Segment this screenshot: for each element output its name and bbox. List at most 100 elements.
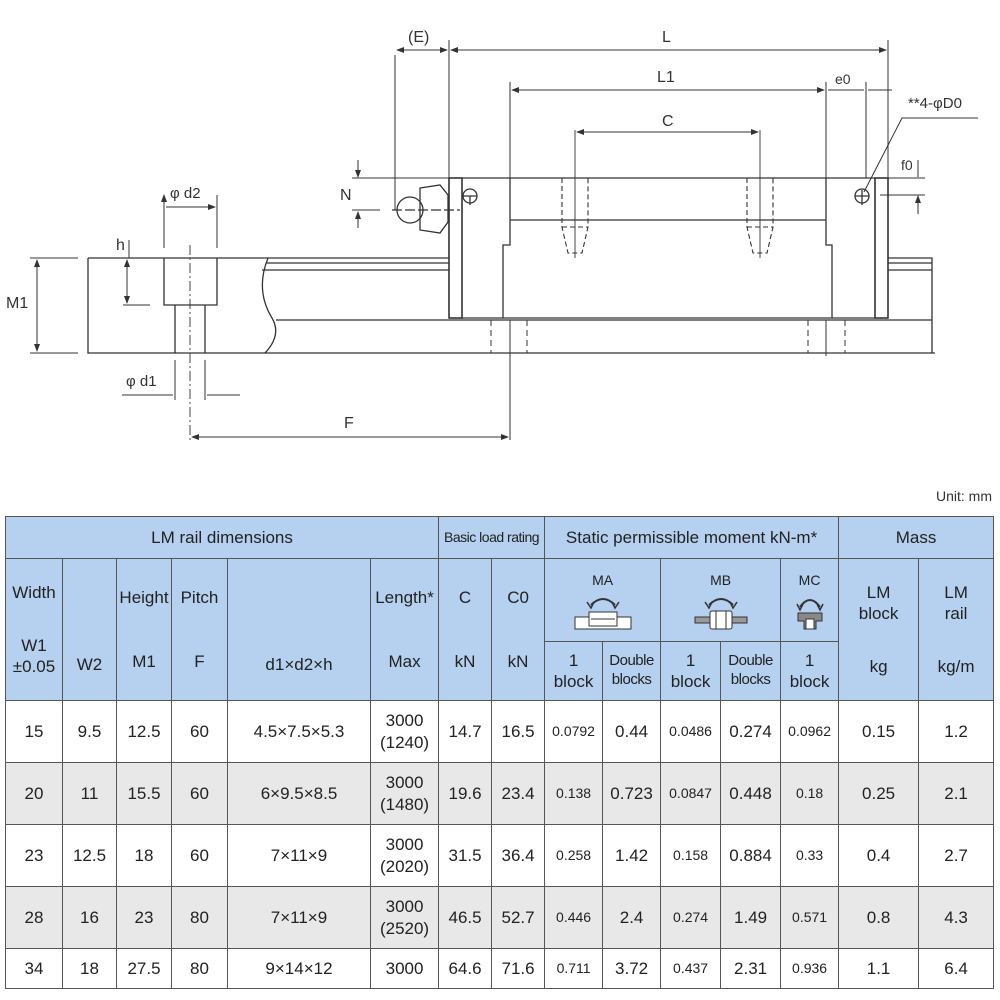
unit-label: Unit: mm bbox=[936, 488, 992, 504]
cell-dh: 6×9.5×8.5 bbox=[227, 762, 371, 825]
cell-mc: 0.33 bbox=[780, 824, 840, 887]
col-length: Length* Max bbox=[369, 558, 440, 701]
label-l1: L1 bbox=[657, 69, 675, 86]
cell-kg: 0.15 bbox=[838, 700, 920, 763]
col-w2: W2 bbox=[62, 558, 117, 701]
col-mc-1-block: 1 block bbox=[780, 641, 840, 701]
col-lm-block: LM block kg bbox=[838, 558, 920, 701]
cell-c: 46.5 bbox=[438, 886, 493, 949]
cell-len: 3000 (2020) bbox=[369, 824, 440, 887]
grease-nipple-icon bbox=[392, 184, 460, 234]
col-ma-1-block: 1 block bbox=[544, 641, 604, 701]
cell-kg: 0.25 bbox=[838, 762, 920, 825]
cell-kgm: 4.3 bbox=[918, 886, 995, 949]
cell-c0: 16.5 bbox=[491, 700, 546, 763]
label-n: N bbox=[340, 187, 352, 204]
col-height: Height M1 bbox=[116, 558, 172, 701]
table-row: 20 11 15.5 60 6×9.5×8.5 3000 (1480) 19.6 23.4 0.1… bbox=[5, 762, 995, 825]
cell-m1: 23 bbox=[116, 886, 172, 949]
cell-ma2: 3.72 bbox=[602, 948, 662, 989]
cell-w1: 34 bbox=[5, 948, 63, 989]
cell-c: 31.5 bbox=[438, 824, 493, 887]
table-row: 23 12.5 18 60 7×11×9 3000 (2020) 31.5 36.4 0.258 1… bbox=[5, 824, 995, 887]
cell-w2: 12.5 bbox=[62, 824, 117, 887]
cell-mb1: 0.0486 bbox=[660, 700, 722, 763]
cell-mb1: 0.274 bbox=[660, 886, 722, 949]
cell-w1: 28 bbox=[5, 886, 63, 949]
cell-w2: 18 bbox=[62, 948, 117, 989]
cell-len: 3000 (1480) bbox=[369, 762, 440, 825]
cell-mc: 0.18 bbox=[780, 762, 840, 825]
cell-mc: 0.936 bbox=[780, 948, 840, 989]
label-d1: φ d1 bbox=[126, 373, 157, 390]
cell-c: 64.6 bbox=[438, 948, 493, 989]
col-mb-1-block: 1 block bbox=[660, 641, 722, 701]
cell-ma1: 0.446 bbox=[544, 886, 604, 949]
cell-f: 60 bbox=[171, 824, 228, 887]
col-width: Width W1 ±0.05 bbox=[5, 558, 63, 701]
cell-w2: 16 bbox=[62, 886, 117, 949]
cell-ma2: 2.4 bbox=[602, 886, 662, 949]
cell-w2: 9.5 bbox=[62, 700, 117, 763]
cell-mb2: 1.49 bbox=[720, 886, 782, 949]
cell-kg: 1.1 bbox=[838, 948, 920, 989]
cell-m1: 27.5 bbox=[116, 948, 172, 989]
cell-kg: 0.4 bbox=[838, 824, 920, 887]
table-row: 15 9.5 12.5 60 4.5×7.5×5.3 3000 (1240) 14.7 16.5… bbox=[5, 700, 995, 763]
col-d1-d2-h: d1×d2×h bbox=[227, 558, 371, 701]
table-row: 34 18 27.5 80 9×14×12 3000 64.6 71.6 0.711 3.72 0.… bbox=[5, 948, 995, 989]
cell-f: 80 bbox=[171, 948, 228, 989]
cell-ma2: 1.42 bbox=[602, 824, 662, 887]
lm-block bbox=[392, 130, 889, 319]
dimension-lines bbox=[30, 40, 978, 440]
cell-kgm: 2.7 bbox=[918, 824, 995, 887]
col-mb-double-blocks: Double blocks bbox=[720, 641, 782, 701]
lm-rail bbox=[87, 245, 935, 440]
label-f0: f0 bbox=[901, 157, 913, 173]
cell-f: 60 bbox=[171, 700, 228, 763]
label-c: C bbox=[662, 113, 674, 130]
mb-moment-icon bbox=[694, 597, 748, 630]
cell-mb2: 0.884 bbox=[720, 824, 782, 887]
cell-m1: 12.5 bbox=[116, 700, 172, 763]
col-ma: MA bbox=[544, 558, 662, 642]
label-m1: M1 bbox=[6, 295, 28, 312]
cell-c: 14.7 bbox=[438, 700, 493, 763]
cell-ma1: 0.0792 bbox=[544, 700, 604, 763]
cell-mc: 0.0962 bbox=[780, 700, 840, 763]
col-lm-rail: LM rail kg/m bbox=[918, 558, 995, 701]
cell-dh: 7×11×9 bbox=[227, 886, 371, 949]
cell-w1: 15 bbox=[5, 700, 63, 763]
col-mc: MC bbox=[780, 558, 840, 642]
cell-f: 60 bbox=[171, 762, 228, 825]
label-h: h bbox=[116, 237, 125, 254]
mc-moment-icon bbox=[795, 598, 824, 630]
col-pitch: Pitch F bbox=[171, 558, 228, 701]
cell-w2: 11 bbox=[62, 762, 117, 825]
group-basic-load-rating: Basic load rating bbox=[438, 516, 546, 559]
cell-w1: 20 bbox=[5, 762, 63, 825]
cell-m1: 18 bbox=[116, 824, 172, 887]
label-l: L bbox=[662, 29, 671, 46]
cell-c0: 71.6 bbox=[491, 948, 546, 989]
cell-dh: 4.5×7.5×5.3 bbox=[227, 700, 371, 763]
cell-dh: 7×11×9 bbox=[227, 824, 371, 887]
cell-mb1: 0.437 bbox=[660, 948, 722, 989]
specifications-table: LM rail dimensions Basic load rating Sta… bbox=[4, 516, 995, 989]
col-mb: MB bbox=[660, 558, 782, 642]
cell-kgm: 1.2 bbox=[918, 700, 995, 763]
cell-c0: 36.4 bbox=[491, 824, 546, 887]
cell-ma2: 0.44 bbox=[602, 700, 662, 763]
cell-kgm: 6.4 bbox=[918, 948, 995, 989]
cell-mb2: 0.448 bbox=[720, 762, 782, 825]
cell-w1: 23 bbox=[5, 824, 63, 887]
cell-mb1: 0.0847 bbox=[660, 762, 722, 825]
cell-ma1: 0.258 bbox=[544, 824, 604, 887]
col-c0: C0 kN bbox=[491, 558, 546, 701]
label-e: (E) bbox=[408, 29, 429, 46]
group-static-moment: Static permissible moment kN-m* bbox=[544, 516, 840, 559]
cell-mb2: 0.274 bbox=[720, 700, 782, 763]
cell-dh: 9×14×12 bbox=[227, 948, 371, 989]
cell-mc: 0.571 bbox=[780, 886, 840, 949]
cell-kgm: 2.1 bbox=[918, 762, 995, 825]
